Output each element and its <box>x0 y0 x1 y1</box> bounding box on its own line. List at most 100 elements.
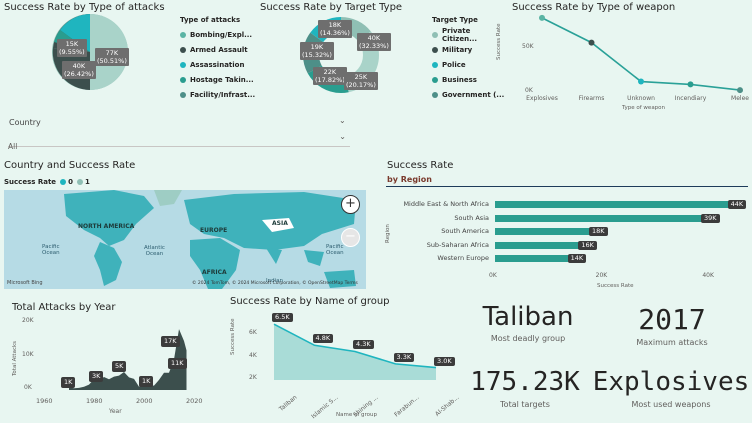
region-bar[interactable] <box>495 214 703 222</box>
region-bar-chart[interactable]: Middle East & North Africa 44K South Asia 3… <box>394 196 748 268</box>
region-bar[interactable] <box>495 241 581 249</box>
target-legend-item[interactable]: Military <box>432 42 507 57</box>
groups-value-label: 4.8K <box>312 334 334 344</box>
map-canvas[interactable]: NORTH AMERICA EUROPE ASIA AFRICA Pacific… <box>4 190 366 289</box>
groups-xlabel: Name of group <box>336 412 377 418</box>
weapon-xtick: Unknown <box>627 95 655 102</box>
region-xtick: 40K <box>702 272 714 279</box>
target-legend-item[interactable]: Business <box>432 72 507 87</box>
legend-dot-icon <box>432 31 438 38</box>
attacks-type-pie[interactable] <box>50 12 130 92</box>
map-zoom-out-button[interactable]: − <box>341 228 360 247</box>
legend-dot-icon <box>76 179 83 185</box>
region-ylabel: Region <box>385 224 391 243</box>
target-legend-item[interactable]: Private Citizen... <box>432 27 507 43</box>
weapon-xtick: Explosives <box>526 95 558 102</box>
years-xlabel: Year <box>109 408 122 415</box>
attacks-legend-item[interactable]: Bombing/Expl... <box>180 27 255 42</box>
legend-dot-icon <box>180 76 186 83</box>
target-label-d: 22K (17.82%) <box>313 67 347 85</box>
years-ytick: 20K <box>22 317 34 324</box>
target-label-c: 19K (15.32%) <box>300 42 334 60</box>
attacks-legend-item[interactable]: Hostage Takin... <box>180 72 255 87</box>
map-label-indian: Indian <box>266 278 283 284</box>
map-legend: Success Rate 0 1 <box>4 178 90 186</box>
legend-dot-icon <box>432 46 438 53</box>
country-filter-dropdown[interactable]: All ⌄ <box>8 132 350 151</box>
kpi-total-targets-value: 175.23K <box>470 367 580 397</box>
groups-value-label: 4.3K <box>353 340 374 350</box>
region-bar[interactable] <box>495 228 591 235</box>
groups-value-label: 3.0K <box>434 356 455 366</box>
map-legend-title: Success Rate <box>4 178 57 186</box>
legend-dot-icon <box>60 179 67 185</box>
target-legend-title: Target Type <box>432 16 478 24</box>
region-bar[interactable] <box>495 255 570 262</box>
map-label-africa: AFRICA <box>202 269 227 276</box>
groups-xtick: Al-Shab... <box>433 394 461 418</box>
weapon-point[interactable] <box>737 87 743 94</box>
years-area[interactable] <box>69 329 187 390</box>
country-filter-collapse-icon[interactable]: ⌄ <box>339 116 346 125</box>
groups-ytick: 4K <box>249 352 257 359</box>
kpi-weapons: Explosives Most used weapons <box>592 364 750 409</box>
years-xtick: 1960 <box>36 397 53 405</box>
kpi-total-targets: 175.23K Total targets <box>462 364 588 409</box>
years-label: 1K <box>139 376 154 387</box>
country-filter-value: All <box>8 142 18 151</box>
region-xticks: 0K 20K 40K <box>489 272 745 280</box>
attacks-label-a: 77K (50.51%) <box>95 48 129 66</box>
region-xtick: 0K <box>489 272 497 279</box>
attacks-legend-item[interactable]: Assassination <box>180 57 255 72</box>
region-category-label: South America <box>441 227 489 235</box>
legend-dot-icon <box>180 31 186 38</box>
attacks-type-title: Success Rate by Type of attacks <box>4 2 165 13</box>
target-label-e: 25K (20.17%) <box>344 72 378 90</box>
years-label: 17K <box>161 336 180 347</box>
weapon-point[interactable] <box>588 39 595 46</box>
region-category-label: Western Europe <box>437 254 489 262</box>
target-legend-item[interactable]: Government (... <box>432 87 507 102</box>
weapon-line-chart[interactable] <box>536 12 748 94</box>
country-filter-label: Country <box>9 118 41 127</box>
target-label-b: 40K (32.33%) <box>357 33 391 51</box>
groups-area-chart[interactable] <box>262 318 462 380</box>
groups-value-label: 3.3K <box>393 352 415 362</box>
target-legend: Target Type Private Citizen... Military … <box>432 16 507 102</box>
map-zoom-in-button[interactable]: + <box>341 195 360 214</box>
legend-dot-icon <box>432 76 438 83</box>
target-type-title: Success Rate by Target Type <box>260 2 403 13</box>
kpi-deadly-group-label: Most deadly group <box>490 334 566 343</box>
legend-dot-icon <box>432 91 438 98</box>
attacks-legend-item[interactable]: Facility/Infrast... <box>180 87 255 102</box>
weapon-point[interactable] <box>638 78 644 85</box>
region-category-label: Middle East & North Africa <box>403 200 489 208</box>
years-xtick: 2000 <box>136 397 153 405</box>
years-area-chart[interactable] <box>44 318 194 390</box>
map-attribution[interactable]: © 2024 TomTom, © 2024 Microsoft Corporat… <box>192 281 358 286</box>
years-xtick: 2020 <box>186 397 203 405</box>
groups-value-label: 6.5K <box>272 313 293 323</box>
map-label-atlantic: Atlantic Ocean <box>144 245 165 257</box>
weapon-xticks: Explosives Firearms Unknown Incendiary Melee <box>526 95 749 104</box>
kpi-max-attacks-value: 2017 <box>638 303 706 336</box>
map-title: Country and Success Rate <box>4 160 136 171</box>
weapon-ylabel: Success Rate <box>496 23 502 61</box>
weapon-xlabel: Type of weapon <box>622 105 666 111</box>
weapon-xtick: Incendiary <box>674 95 707 102</box>
attacks-legend-item[interactable]: Armed Assault <box>180 42 255 57</box>
groups-ytick: 6K <box>249 329 257 336</box>
weapon-point[interactable] <box>687 81 694 88</box>
years-label: 11K <box>168 358 187 369</box>
groups-xtick: Farabun... <box>392 394 420 419</box>
region-value-label: 39K <box>701 213 720 223</box>
target-legend-item[interactable]: Police <box>432 57 507 72</box>
target-label-a: 18K (14.36%) <box>318 20 352 38</box>
kpi-total-targets-label: Total targets <box>500 400 550 409</box>
region-value-label: 18K <box>589 227 608 236</box>
legend-dot-icon <box>432 61 438 68</box>
weapon-xtick: Melee <box>731 95 749 102</box>
region-bar[interactable] <box>495 201 730 208</box>
weapon-point[interactable] <box>539 14 545 21</box>
years-label: 1K <box>61 377 76 388</box>
